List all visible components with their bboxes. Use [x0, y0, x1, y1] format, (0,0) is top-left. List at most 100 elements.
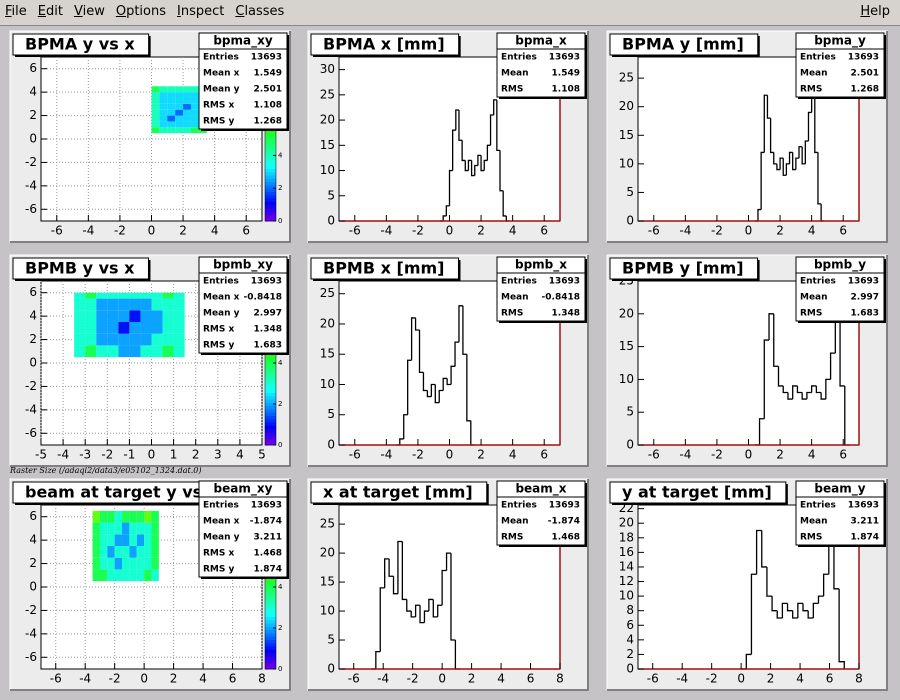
title-background: [609, 257, 759, 280]
x-tick-label: 2: [179, 224, 187, 238]
y-tick-label: 6: [29, 61, 37, 75]
cell: [107, 510, 115, 523]
y-tick-label: 25: [619, 71, 634, 85]
stats-label: RMS y: [203, 565, 235, 575]
palette-step: [265, 603, 276, 608]
cell: [92, 522, 100, 535]
x-tick-label: -2: [407, 672, 419, 686]
y-tick-label: 4: [29, 85, 37, 99]
cell: [74, 345, 86, 358]
cell: [175, 98, 184, 104]
bin: [384, 558, 390, 588]
palette-step: [265, 369, 276, 374]
stats-label: Mean y: [203, 85, 240, 95]
palette-step: [265, 175, 276, 179]
cell: [151, 292, 163, 299]
palette-step: [265, 168, 276, 173]
palette-tick-label: 2: [278, 624, 282, 632]
cell: [114, 557, 123, 570]
y-tick-label: 20: [619, 516, 634, 530]
bin: [817, 595, 824, 604]
cell: [159, 103, 168, 110]
y-tick-label: 15: [619, 128, 634, 142]
bin: [801, 392, 807, 400]
cell: [183, 86, 191, 93]
stats-label: Mean: [800, 69, 828, 79]
bin: [795, 157, 800, 170]
cell: [175, 92, 184, 98]
bin: [388, 558, 394, 577]
cell: [107, 333, 119, 346]
menu-item[interactable]: View: [73, 4, 105, 19]
bin: [441, 569, 447, 606]
pad: -6 -4 -2 0 2 4 6 8 0 5 10 15 20 25 x at target [mm] bea…: [307, 478, 589, 691]
cell: [129, 522, 137, 535]
x-tick-label: -2: [109, 672, 121, 686]
stats-label: RMS: [800, 533, 822, 543]
chart-title: y at target [mm]: [622, 483, 772, 502]
y-tick-label: 0: [29, 356, 37, 370]
x-tick-label: 5: [258, 448, 266, 462]
menu-item[interactable]: Help: [860, 4, 890, 19]
bin: [414, 317, 420, 331]
palette-step: [265, 431, 276, 436]
bin: [397, 540, 403, 594]
stats-label: Mean: [501, 69, 529, 79]
cell: [162, 322, 174, 334]
menu-item[interactable]: Edit: [37, 4, 63, 19]
x-tick-label: -2: [711, 224, 723, 238]
bin: [798, 146, 803, 159]
y-tick-label: 2: [29, 332, 37, 346]
bin: [771, 596, 778, 612]
palette-step: [265, 418, 276, 423]
cell: [122, 510, 130, 523]
stats-value: 13693: [251, 501, 282, 511]
bin: [445, 552, 451, 571]
stats-label: Entries: [501, 277, 537, 287]
cell: [99, 534, 108, 546]
cell: [167, 127, 176, 134]
bin: [422, 372, 428, 392]
stats-label: Mean: [800, 517, 828, 527]
bin: [773, 313, 779, 367]
cell: [85, 333, 97, 346]
cell: [151, 92, 160, 98]
bin: [745, 653, 752, 669]
y-tick-label: 12: [619, 574, 634, 588]
menu-item[interactable]: File: [5, 4, 27, 19]
bin: [462, 305, 467, 355]
y-tick-label: 6: [626, 618, 634, 632]
menu-item[interactable]: Inspect: [177, 4, 225, 19]
cell: [85, 298, 97, 311]
palette-step: [265, 181, 276, 186]
bin: [401, 541, 407, 601]
menu-item[interactable]: Classes: [235, 4, 285, 19]
title-box: beam at target y vs x: [12, 481, 235, 505]
bin: [802, 603, 809, 612]
stats-label: RMS: [501, 533, 523, 543]
stats-value: -0.8418: [244, 293, 282, 303]
palette-step: [265, 438, 276, 443]
x-tick-label: -4: [679, 448, 691, 462]
menu-item[interactable]: Options: [115, 4, 166, 19]
y-tick-label: 10: [320, 604, 335, 618]
bin: [430, 383, 436, 397]
pad-bevel: [10, 255, 291, 467]
bin: [785, 163, 790, 176]
y-tick-label: 10: [619, 372, 634, 386]
cell: [129, 557, 137, 570]
bin: [410, 317, 416, 361]
bin: [773, 152, 777, 165]
bin: [458, 305, 463, 343]
stats-label: RMS x: [203, 325, 235, 335]
x-tick-label: 4: [808, 448, 816, 462]
bin: [477, 154, 482, 166]
x-tick-label: -6: [647, 672, 659, 686]
x-tick-label: -6: [648, 224, 660, 238]
x-tick-label: 2: [776, 448, 784, 462]
cell: [144, 569, 152, 582]
cell: [129, 534, 137, 546]
stats-name: bpma_y: [814, 34, 866, 49]
